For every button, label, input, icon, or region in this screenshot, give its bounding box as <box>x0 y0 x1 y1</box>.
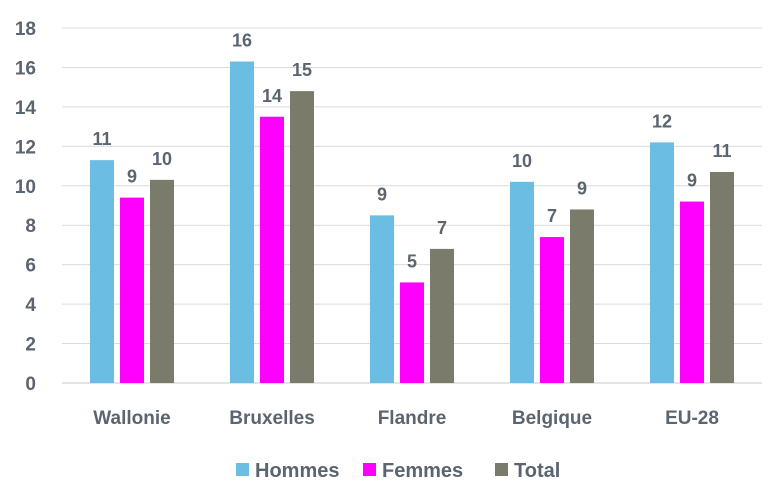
data-label: 12 <box>652 111 672 131</box>
y-tick-label: 16 <box>15 58 36 79</box>
bars <box>90 61 734 384</box>
y-tick-label: 12 <box>15 137 36 158</box>
data-label: 11 <box>712 141 731 161</box>
data-label: 5 <box>407 251 417 271</box>
bar-total-belgique <box>570 209 594 383</box>
data-label: 10 <box>152 149 172 169</box>
legend-swatch-femmes <box>363 463 376 476</box>
data-label: 11 <box>92 129 111 149</box>
bar-femmes-belgique <box>540 237 564 383</box>
bar-hommes-eu-28 <box>650 142 674 383</box>
y-tick-label: 2 <box>25 335 36 356</box>
legend-label-femmes: Femmes <box>382 460 463 482</box>
bar-hommes-flandre <box>370 215 394 383</box>
bar-total-eu-28 <box>710 171 734 383</box>
y-tick-label: 8 <box>25 216 36 237</box>
y-tick-label: 10 <box>15 177 36 198</box>
x-category-label: Belgique <box>512 408 592 429</box>
data-label: 9 <box>687 171 697 191</box>
data-label: 9 <box>377 184 387 204</box>
data-label: 9 <box>577 178 587 198</box>
data-label: 14 <box>262 86 282 106</box>
data-label: 9 <box>127 167 137 187</box>
bar-femmes-flandre <box>400 282 424 383</box>
data-label: 7 <box>547 206 557 226</box>
y-axis-ticks: 0 2 4 6 8 10 12 14 16 18 <box>15 19 37 395</box>
gridlines <box>62 27 762 384</box>
x-category-label: Wallonie <box>93 408 170 429</box>
legend: Hommes Femmes Total <box>236 460 560 482</box>
data-label: 10 <box>512 151 532 171</box>
y-tick-label: 4 <box>25 295 36 316</box>
data-label: 15 <box>292 60 312 80</box>
bar-hommes-wallonie <box>90 160 114 383</box>
y-tick-label: 18 <box>15 19 36 40</box>
bar-total-flandre <box>430 248 454 383</box>
x-category-label: Flandre <box>378 408 447 429</box>
bar-femmes-bruxelles <box>260 116 284 383</box>
bar-femmes-eu-28 <box>680 201 704 383</box>
y-tick-label: 0 <box>25 374 36 395</box>
x-axis-labels: Wallonie Bruxelles Flandre Belgique EU-28 <box>93 408 719 429</box>
legend-label-total: Total <box>514 460 560 482</box>
bar-hommes-belgique <box>510 181 534 383</box>
legend-swatch-total <box>495 463 508 476</box>
data-label: 7 <box>437 218 447 238</box>
legend-label-hommes: Hommes <box>255 460 339 482</box>
y-tick-label: 6 <box>25 256 36 277</box>
bar-total-wallonie <box>150 179 174 383</box>
data-label: 16 <box>232 31 252 51</box>
x-category-label: EU-28 <box>665 408 719 429</box>
bar-femmes-wallonie <box>120 197 144 383</box>
legend-swatch-hommes <box>236 463 249 476</box>
bar-total-bruxelles <box>290 91 314 383</box>
bar-hommes-bruxelles <box>230 61 254 384</box>
y-tick-label: 14 <box>15 98 37 119</box>
x-category-label: Bruxelles <box>229 408 315 429</box>
